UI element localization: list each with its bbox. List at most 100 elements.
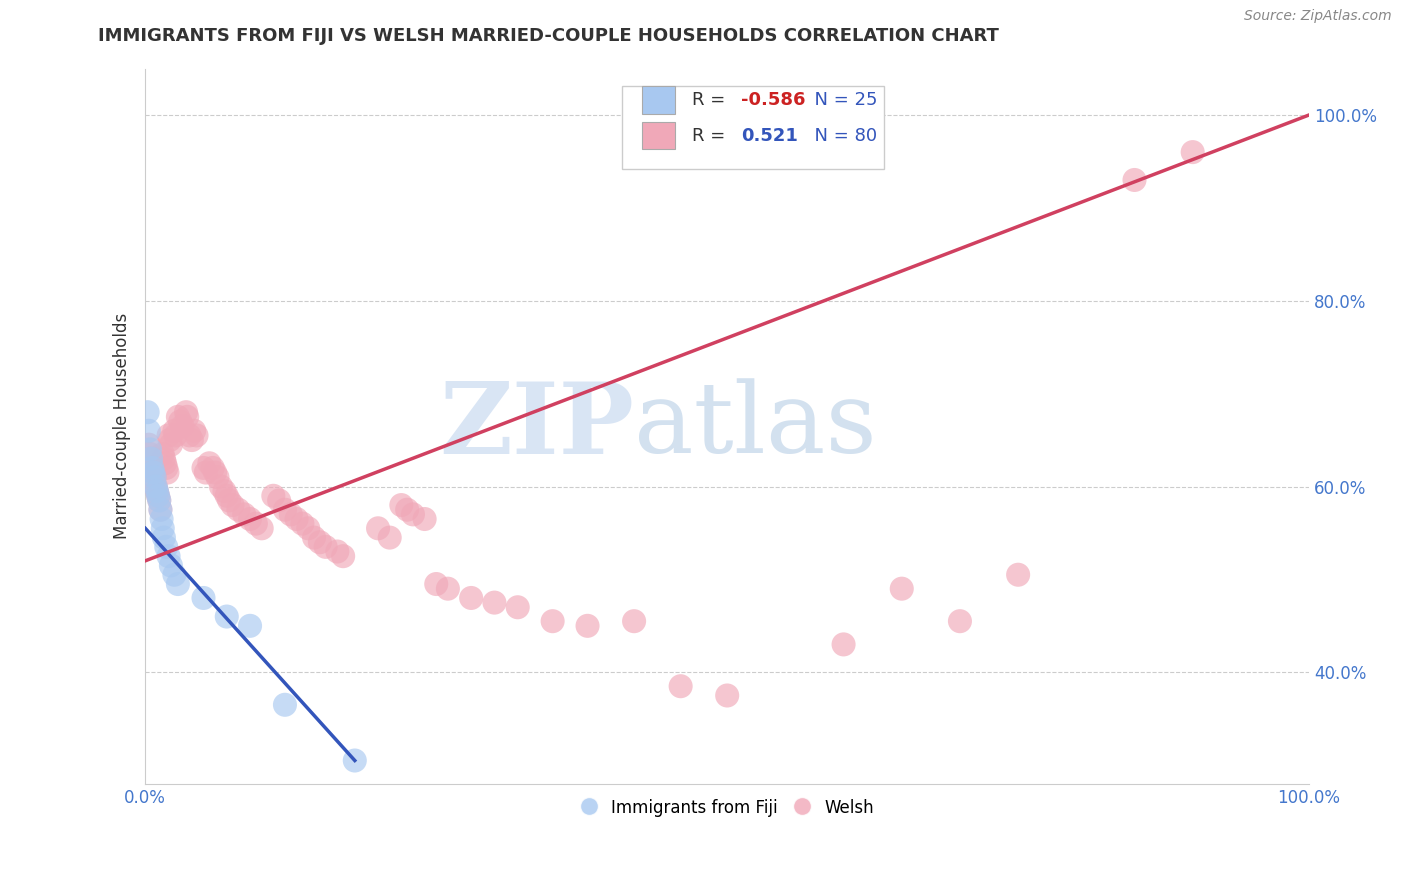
Point	[890, 582, 912, 596]
Point	[576, 619, 599, 633]
Point	[402, 508, 425, 522]
Point	[215, 489, 238, 503]
Point	[139, 447, 162, 461]
Point	[221, 498, 243, 512]
Point	[204, 466, 226, 480]
Point	[326, 544, 349, 558]
Point	[179, 428, 201, 442]
Point	[425, 577, 447, 591]
Point	[150, 512, 173, 526]
Point	[269, 493, 291, 508]
Point	[274, 698, 297, 712]
Point	[146, 489, 169, 503]
Point	[172, 419, 194, 434]
Point	[332, 549, 354, 564]
Point	[157, 549, 180, 564]
Point	[165, 428, 187, 442]
Point	[201, 461, 224, 475]
Point	[143, 470, 166, 484]
Point	[156, 466, 179, 480]
Point	[180, 433, 202, 447]
Text: atlas: atlas	[634, 378, 877, 474]
Point	[1007, 567, 1029, 582]
Point	[153, 451, 176, 466]
Point	[193, 461, 215, 475]
Point	[484, 596, 506, 610]
Point	[343, 754, 366, 768]
Point	[142, 466, 165, 480]
Point	[153, 531, 176, 545]
Text: R =: R =	[692, 91, 731, 109]
Point	[167, 577, 190, 591]
Point	[194, 466, 217, 480]
Text: R =: R =	[692, 127, 731, 145]
Point	[152, 447, 174, 461]
Point	[280, 508, 302, 522]
Point	[149, 502, 172, 516]
Point	[262, 489, 284, 503]
Point	[193, 591, 215, 605]
Point	[214, 484, 236, 499]
Point	[139, 451, 162, 466]
Point	[145, 479, 167, 493]
Point	[949, 614, 972, 628]
Point	[209, 479, 232, 493]
Point	[138, 438, 160, 452]
Point	[437, 582, 460, 596]
Point	[136, 405, 159, 419]
Point	[167, 409, 190, 424]
FancyBboxPatch shape	[643, 87, 675, 113]
Point	[541, 614, 564, 628]
Point	[245, 516, 267, 531]
Point	[169, 415, 191, 429]
Point	[163, 424, 186, 438]
Point	[1123, 173, 1146, 187]
Y-axis label: Married-couple Households: Married-couple Households	[114, 313, 131, 540]
Point	[285, 512, 308, 526]
Point	[152, 521, 174, 535]
Point	[389, 498, 412, 512]
Point	[250, 521, 273, 535]
Text: N = 25: N = 25	[803, 91, 877, 109]
Point	[832, 637, 855, 651]
Point	[716, 689, 738, 703]
Point	[176, 409, 198, 424]
Point	[291, 516, 314, 531]
Point	[139, 451, 162, 466]
Point	[396, 502, 419, 516]
Point	[413, 512, 436, 526]
Point	[141, 461, 163, 475]
Point	[506, 600, 529, 615]
Point	[146, 484, 169, 499]
Point	[143, 470, 166, 484]
Point	[183, 424, 205, 438]
Point	[148, 493, 170, 508]
Point	[239, 619, 262, 633]
Point	[155, 461, 177, 475]
Point	[309, 535, 332, 549]
Point	[146, 489, 169, 503]
Point	[160, 438, 183, 452]
Point	[163, 567, 186, 582]
Point	[139, 442, 162, 457]
Point	[142, 466, 165, 480]
Point	[233, 508, 256, 522]
Point	[207, 470, 229, 484]
FancyBboxPatch shape	[643, 122, 675, 149]
Text: -0.586: -0.586	[741, 91, 806, 109]
Point	[367, 521, 389, 535]
Point	[378, 531, 401, 545]
Legend: Immigrants from Fiji, Welsh: Immigrants from Fiji, Welsh	[572, 790, 882, 825]
Point	[186, 428, 208, 442]
Point	[141, 461, 163, 475]
Point	[623, 614, 645, 628]
Point	[315, 540, 337, 554]
Text: Source: ZipAtlas.com: Source: ZipAtlas.com	[1244, 9, 1392, 23]
Point	[460, 591, 482, 605]
Point	[145, 479, 167, 493]
Point	[146, 484, 169, 499]
Point	[215, 609, 238, 624]
Point	[669, 679, 692, 693]
Point	[157, 428, 180, 442]
Point	[302, 531, 325, 545]
